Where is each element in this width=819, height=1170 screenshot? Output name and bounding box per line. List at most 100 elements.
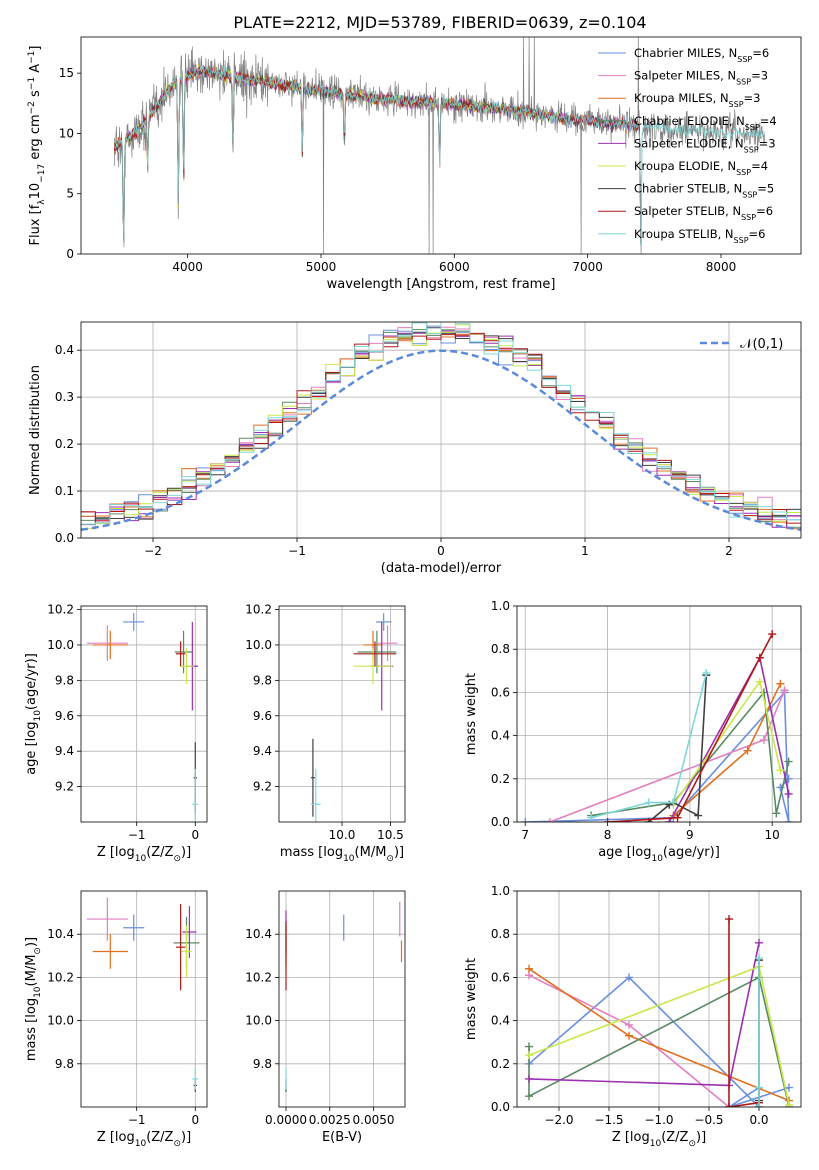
mass-weight-vs-age-marker-8 — [702, 668, 711, 677]
residuals-xtick-label: 0 — [437, 544, 445, 558]
mass-weight-vs-age-ytick-label: 0.0 — [491, 815, 510, 829]
age-vs-z-xlabel: Z [log10(Z/Z⊙)] — [97, 845, 191, 864]
mass-weight-vs-z-ytick-label: 0.4 — [491, 1014, 510, 1028]
mass-vs-ebv-plot-area — [285, 901, 403, 1092]
mass-vs-z-ytick-label: 9.8 — [55, 1057, 74, 1071]
age-vs-mass-xlabel: mass [log10(M/M⊙)] — [280, 845, 404, 864]
mass-weight-vs-z-ytick-label: 0.0 — [491, 1100, 510, 1114]
mass-vs-z-xlabel: Z [log10(Z/Z⊙)] — [97, 1130, 191, 1149]
residuals-ytick-label: 0.0 — [55, 531, 74, 545]
mass-vs-ebv-ytick-label: 10.2 — [245, 970, 272, 984]
mass-vs-z-plot-area — [86, 897, 200, 1092]
residuals-xlabel: (data-model)/error — [381, 561, 502, 576]
age-vs-z-ytick-label: 9.8 — [55, 673, 74, 687]
mass-weight-vs-age-xtick-label: 8 — [604, 828, 612, 842]
age-vs-z-ytick-label: 10.0 — [47, 638, 74, 652]
age-vs-z-xtick-label: −1 — [128, 828, 146, 842]
mass-vs-z-ylabel: mass [log10(M/M⊙)] — [24, 937, 43, 1061]
mass-weight-vs-age-xtick-label: 7 — [521, 828, 529, 842]
mass-vs-z-xtick-label: −1 — [128, 1113, 146, 1127]
mass-weight-vs-age-marker-8 — [669, 798, 678, 807]
panel-mass-weight-vs-z: −2.0 −1.5 −1.0 −0.5 0.0 0.0 0.2 0.4 0.6 0.8 1.0 Z [… — [464, 884, 802, 1149]
panel-mass-vs-ebv: 0.0000 0.0025 0.0050 9.8 10.0 10.2 10.4 E(B-V) — [245, 890, 406, 1145]
spectrum-frame — [80, 36, 802, 255]
spectrum-xtick-label: 5000 — [306, 260, 337, 274]
panel-mass-weight-vs-age: 7 8 9 10 0.0 0.2 0.4 0.6 0.8 1.0 age [log10(age/yr… — [464, 599, 802, 864]
mass-weight-vs-age-ytick-label: 1.0 — [491, 599, 510, 613]
mass-weight-vs-age-marker-5 — [755, 677, 764, 686]
mass-weight-vs-z-marker-3 — [525, 1042, 533, 1051]
mass-vs-z-ytick-label: 10.2 — [47, 970, 74, 984]
spectrum-xtick-label: 6000 — [439, 260, 470, 274]
mass-weight-vs-z-ytick-label: 0.8 — [491, 927, 510, 941]
mass-weight-vs-z-marker-4 — [755, 938, 763, 947]
residuals-xtick-label: 1 — [581, 544, 589, 558]
mass-weight-vs-z-xlabel: Z [log10(Z/Z⊙)] — [612, 1130, 706, 1149]
mass-vs-ebv-xtick-label: 0.0025 — [309, 1113, 351, 1127]
mass-weight-vs-age-marker-0 — [521, 818, 530, 822]
spectrum-model-line-4 — [113, 65, 642, 248]
mass-weight-vs-z-xtick-label: 0.0 — [749, 1113, 768, 1127]
legend-label-5: Kroupa ELODIE, NSSP=4 — [634, 159, 768, 177]
residuals-frame — [80, 321, 802, 539]
spectrum-ylabel: Flux [fλ10−17 erg cm−2 s−1 A−1] — [27, 46, 47, 246]
mass-weight-vs-z-series-7 — [728, 919, 760, 1107]
residuals-ylabel: Normed distribution — [28, 365, 43, 495]
mass-weight-vs-age-xtick-label: 10 — [765, 828, 780, 842]
mass-weight-vs-age-marker-8 — [644, 798, 653, 807]
mass-weight-vs-z-series-3 — [528, 976, 790, 1107]
mass-weight-vs-age-ylabel: mass weight — [464, 673, 479, 755]
legend-label-1: Salpeter MILES, NSSP=3 — [634, 69, 768, 87]
age-vs-z-ytick-label: 10.2 — [47, 603, 74, 617]
mass-weight-vs-age-marker-1 — [545, 818, 554, 822]
age-vs-mass-ytick-label: 10.0 — [245, 638, 272, 652]
legend-label-4: Salpeter ELODIE, NSSP=3 — [634, 136, 776, 154]
mass-weight-vs-age-marker-2 — [776, 679, 785, 688]
age-vs-mass-ytick-label: 10.2 — [245, 603, 272, 617]
spectrum-xtick-label: 7000 — [572, 260, 603, 274]
mass-vs-ebv-ytick-label: 9.8 — [253, 1057, 272, 1071]
residuals-xtick-label: −1 — [288, 544, 306, 558]
spectrum-model-line-3 — [113, 65, 642, 245]
figure-title: PLATE=2212, MJD=53789, FIBERID=0639, z=0… — [233, 13, 646, 32]
mass-weight-vs-age-xtick-label: 9 — [686, 828, 694, 842]
mass-weight-vs-z-xtick-label: −0.5 — [694, 1113, 723, 1127]
mass-weight-vs-age-frame — [516, 605, 802, 823]
mass-weight-vs-z-marker-5 — [785, 1100, 793, 1107]
age-vs-mass-ytick-label: 9.6 — [253, 709, 272, 723]
spectrum-xlabel: wavelength [Angstrom, rest frame] — [327, 277, 556, 292]
spectrum-model-line-0 — [113, 66, 642, 240]
mass-vs-ebv-xlabel: E(B-V) — [322, 1130, 362, 1145]
mass-weight-vs-age-marker-1 — [780, 686, 789, 695]
mass-vs-ebv-frame — [278, 890, 406, 1108]
spectrum-plot-area — [113, 37, 766, 254]
mass-weight-vs-age-ytick-label: 0.8 — [491, 642, 510, 656]
mass-weight-vs-age-marker-2 — [743, 746, 752, 755]
mass-vs-z-ytick-label: 10.0 — [47, 1014, 74, 1028]
normal-curve — [81, 349, 801, 532]
age-vs-z-xtick-label: 0 — [191, 828, 199, 842]
panel-mass-vs-z: −1 0 9.8 10.0 10.2 10.4 Z [log10(Z/Z⊙)] mass [l… — [24, 890, 208, 1149]
mass-weight-vs-z-marker-1 — [625, 1020, 633, 1029]
mass-weight-vs-age-marker-7 — [768, 630, 777, 639]
mass-weight-vs-z-ylabel: mass weight — [464, 958, 479, 1040]
mass-weight-vs-age-ytick-label: 0.4 — [491, 729, 510, 743]
legend-label-8: Kroupa STELIB, NSSP=6 — [634, 227, 765, 245]
mass-weight-vs-z-plot-area — [525, 915, 793, 1107]
mass-weight-vs-z-marker-0 — [785, 1083, 793, 1092]
age-vs-mass-ytick-label: 9.4 — [253, 744, 272, 758]
mass-weight-vs-z-ytick-label: 0.2 — [491, 1057, 510, 1071]
legend-label-3: Chabrier ELODIE, NSSP=4 — [634, 114, 777, 132]
age-vs-mass-ytick-label: 9.2 — [253, 780, 272, 794]
legend-label-6: Chabrier STELIB, NSSP=5 — [634, 182, 774, 200]
mass-weight-vs-z-xtick-label: −1.5 — [594, 1113, 623, 1127]
legend-label-0: Chabrier MILES, NSSP=6 — [634, 46, 769, 64]
residuals-ytick-label: 0.2 — [55, 437, 74, 451]
panel-spectrum: 4000 5000 6000 7000 8000 0 5 10 15 wavelength [An… — [27, 36, 802, 292]
mass-weight-vs-z-xtick-label: −1.0 — [644, 1113, 673, 1127]
panel-residuals: −2 −1 0 1 2 0.0 0.1 0.2 0.3 0.4 (data-model)/error… — [28, 321, 802, 576]
mass-weight-vs-z-xtick-label: −2.0 — [544, 1113, 573, 1127]
mass-weight-vs-z-marker-2 — [625, 1031, 633, 1040]
panel-age-vs-mass: 10.0 10.5 9.2 9.4 9.6 9.8 10.0 10.2 mass [log10(… — [245, 603, 406, 864]
